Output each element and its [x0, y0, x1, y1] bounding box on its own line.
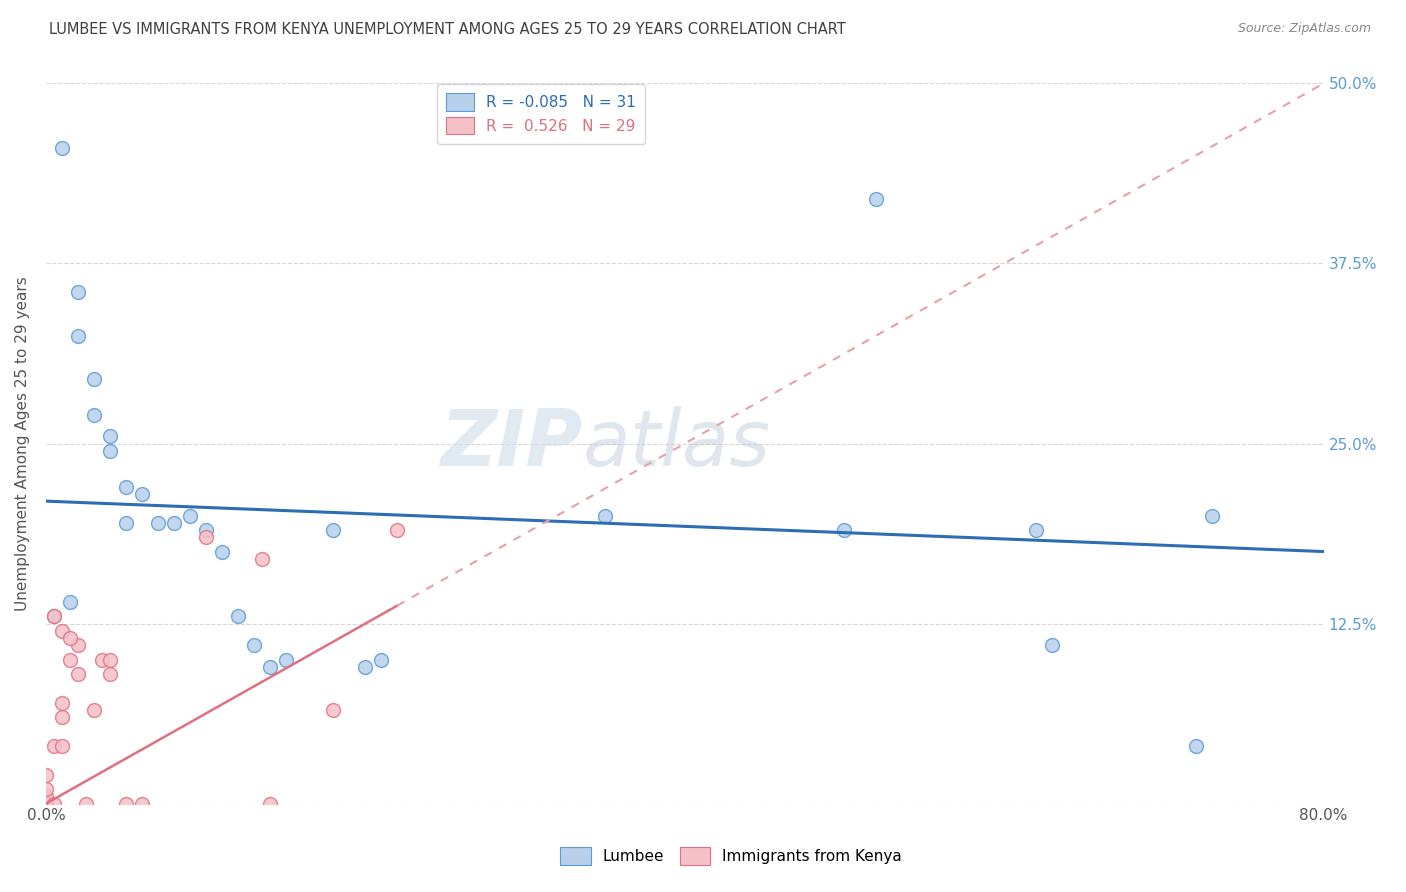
Point — [114, 516, 136, 530]
Legend: R = -0.085   N = 31, R =  0.526   N = 29: R = -0.085 N = 31, R = 0.526 N = 29 — [437, 84, 645, 144]
Point — [35, 782, 58, 797]
Point — [98, 443, 121, 458]
Point — [274, 652, 297, 666]
Point — [131, 487, 153, 501]
Point — [42, 797, 65, 811]
Point — [83, 703, 105, 717]
Point — [98, 667, 121, 681]
Point — [194, 523, 217, 537]
Point — [66, 667, 89, 681]
Point — [1201, 508, 1223, 523]
Point — [83, 372, 105, 386]
Point — [259, 797, 281, 811]
Point — [322, 523, 344, 537]
Point — [1040, 638, 1063, 652]
Point — [83, 408, 105, 422]
Text: LUMBEE VS IMMIGRANTS FROM KENYA UNEMPLOYMENT AMONG AGES 25 TO 29 YEARS CORRELATI: LUMBEE VS IMMIGRANTS FROM KENYA UNEMPLOY… — [49, 22, 846, 37]
Point — [75, 797, 97, 811]
Point — [593, 508, 616, 523]
Point — [66, 285, 89, 300]
Text: atlas: atlas — [582, 406, 770, 482]
Point — [51, 624, 73, 638]
Point — [98, 429, 121, 443]
Point — [226, 609, 249, 624]
Point — [35, 789, 58, 804]
Point — [1185, 739, 1208, 753]
Point — [66, 328, 89, 343]
Legend: Lumbee, Immigrants from Kenya: Lumbee, Immigrants from Kenya — [554, 841, 908, 871]
Point — [179, 508, 201, 523]
Point — [59, 595, 82, 609]
Point — [51, 710, 73, 724]
Point — [90, 652, 112, 666]
Y-axis label: Unemployment Among Ages 25 to 29 years: Unemployment Among Ages 25 to 29 years — [15, 277, 30, 611]
Point — [59, 631, 82, 645]
Point — [35, 797, 58, 811]
Point — [1025, 523, 1047, 537]
Point — [322, 703, 344, 717]
Point — [98, 652, 121, 666]
Point — [865, 192, 887, 206]
Point — [194, 530, 217, 544]
Point — [250, 551, 273, 566]
Point — [114, 480, 136, 494]
Point — [66, 638, 89, 652]
Point — [35, 797, 58, 811]
Point — [387, 523, 409, 537]
Point — [35, 768, 58, 782]
Point — [131, 797, 153, 811]
Point — [35, 797, 58, 811]
Point — [242, 638, 264, 652]
Text: ZIP: ZIP — [440, 406, 582, 482]
Point — [354, 660, 377, 674]
Point — [834, 523, 856, 537]
Point — [42, 609, 65, 624]
Text: Source: ZipAtlas.com: Source: ZipAtlas.com — [1237, 22, 1371, 36]
Point — [42, 609, 65, 624]
Point — [146, 516, 169, 530]
Point — [51, 696, 73, 710]
Point — [51, 739, 73, 753]
Point — [51, 141, 73, 155]
Point — [259, 660, 281, 674]
Point — [370, 652, 392, 666]
Point — [42, 739, 65, 753]
Point — [59, 652, 82, 666]
Point — [114, 797, 136, 811]
Point — [211, 544, 233, 558]
Point — [163, 516, 186, 530]
